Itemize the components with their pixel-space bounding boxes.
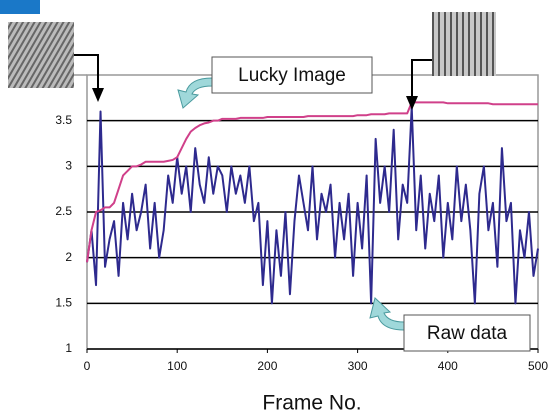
annotation: Lucky Image [238, 65, 346, 86]
thumbnail [8, 22, 74, 88]
pointer-arrow [74, 54, 99, 92]
thumbnail [432, 12, 496, 76]
series-line [86, 101, 538, 263]
y-tick-label: 3.5 [55, 113, 72, 127]
annotation-box [403, 314, 531, 352]
pointer-arrow [411, 59, 432, 100]
y-tick-label: 1 [65, 341, 72, 355]
x-tick-label: 0 [84, 359, 91, 373]
series-line [86, 105, 539, 305]
callout-arrow [369, 297, 405, 331]
x-tick-label: 200 [257, 359, 277, 373]
annotation-box [211, 56, 373, 94]
y-tick-label: 2 [65, 250, 72, 264]
pointer-head [92, 88, 104, 102]
x-tick-label: 100 [167, 359, 187, 373]
annotation: Raw data [427, 323, 508, 344]
x-tick-label: 400 [438, 359, 458, 373]
pointer-head [406, 96, 418, 110]
x-tick-label: 300 [348, 359, 368, 373]
corner-badge [0, 0, 40, 14]
y-tick-label: 1.5 [55, 296, 72, 310]
x-tick-label: 500 [528, 359, 548, 373]
y-tick-label: 3 [65, 159, 72, 173]
y-tick-label: 2.5 [55, 204, 72, 218]
x-axis-label: Frame No. [262, 392, 361, 415]
callout-arrow [177, 77, 213, 109]
